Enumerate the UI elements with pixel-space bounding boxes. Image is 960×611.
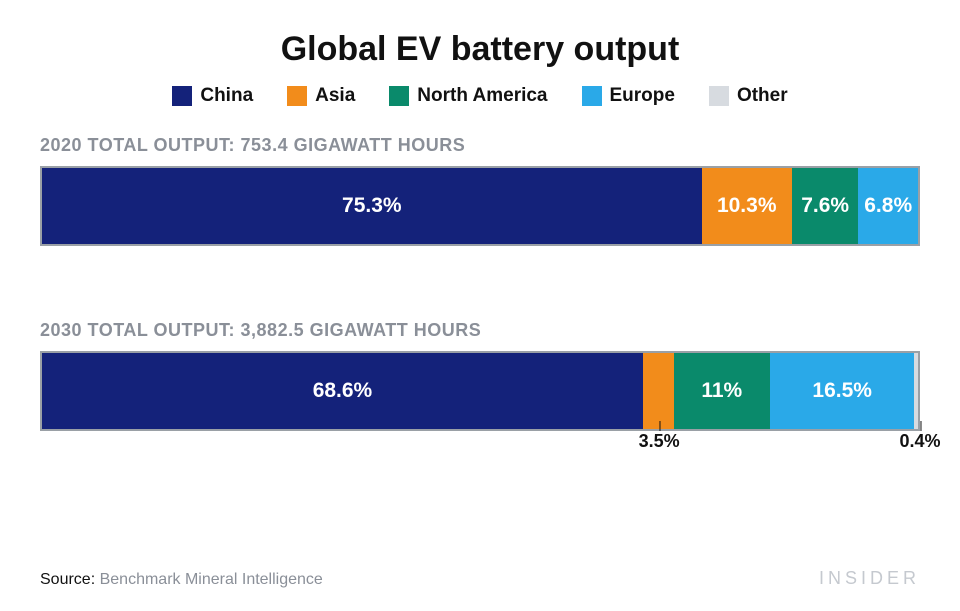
callout-asia: 3.5% (639, 431, 680, 452)
legend-item-asia: Asia (287, 85, 355, 107)
source-label: Source: (40, 571, 95, 588)
source-line: Source: Benchmark Mineral Intelligence (40, 571, 323, 589)
bar-seg-label: 7.6% (801, 194, 849, 218)
source-value: Benchmark Mineral Intelligence (100, 571, 323, 588)
legend-item-na: North America (389, 85, 547, 107)
legend: China Asia North America Europe Other (40, 85, 920, 107)
bar-row-2020: 2020 TOTAL OUTPUT: 753.4 GIGAWATT HOURS … (40, 135, 920, 282)
stacked-bar: 68.6% 3.5% 11% 16.5% 0.4% (40, 351, 920, 431)
legend-label: Other (737, 85, 788, 107)
callouts-row (40, 246, 920, 282)
bar-seg-label: 6.8% (864, 194, 912, 218)
bar-seg-label: 10.3% (717, 194, 777, 218)
bar-seg-label: 11% (701, 379, 742, 403)
legend-swatch-china (172, 86, 192, 106)
legend-label: China (200, 85, 253, 107)
row-label: 2030 TOTAL OUTPUT: 3,882.5 GIGAWATT HOUR… (40, 320, 920, 341)
legend-swatch-asia (287, 86, 307, 106)
legend-item-other: Other (709, 85, 788, 107)
legend-item-china: China (172, 85, 253, 107)
chart-container: Global EV battery output China Asia Nort… (0, 0, 960, 611)
bar-outer: 75.3% 10.3% 7.6% 6.8% (40, 166, 920, 246)
callout-tick (659, 421, 660, 431)
bar-seg-label: 68.6% (313, 379, 373, 403)
callout-text: 3.5% (639, 431, 680, 451)
legend-label: Asia (315, 85, 355, 107)
bar-seg-na: 7.6% (792, 168, 859, 244)
bar-seg-label: 16.5% (812, 379, 872, 403)
bar-row-2030: 2030 TOTAL OUTPUT: 3,882.5 GIGAWATT HOUR… (40, 320, 920, 467)
footer: Source: Benchmark Mineral Intelligence I… (40, 568, 920, 589)
chart-title: Global EV battery output (40, 30, 920, 69)
legend-label: Europe (610, 85, 675, 107)
bar-seg-asia: 10.3% (702, 168, 792, 244)
legend-item-europe: Europe (582, 85, 675, 107)
callouts-row: 3.5%0.4% (40, 431, 920, 467)
bar-seg-other: 0.4% (914, 353, 918, 429)
legend-swatch-other (709, 86, 729, 106)
bar-outer: 68.6% 3.5% 11% 16.5% 0.4% (40, 351, 920, 431)
callout-text: 0.4% (899, 431, 940, 451)
callout-other: 0.4% (899, 431, 940, 452)
bar-seg-china: 68.6% (42, 353, 643, 429)
bar-seg-na: 11% (674, 353, 770, 429)
bar-seg-asia: 3.5% (643, 353, 674, 429)
legend-swatch-europe (582, 86, 602, 106)
bar-seg-label: 75.3% (342, 194, 402, 218)
bar-seg-europe: 16.5% (770, 353, 915, 429)
callout-tick (920, 421, 921, 431)
bar-seg-europe: 6.8% (858, 168, 918, 244)
legend-swatch-na (389, 86, 409, 106)
legend-label: North America (417, 85, 547, 107)
stacked-bar: 75.3% 10.3% 7.6% 6.8% (40, 166, 920, 246)
row-label: 2020 TOTAL OUTPUT: 753.4 GIGAWATT HOURS (40, 135, 920, 156)
brand-mark: INSIDER (819, 568, 920, 589)
bar-seg-china: 75.3% (42, 168, 702, 244)
